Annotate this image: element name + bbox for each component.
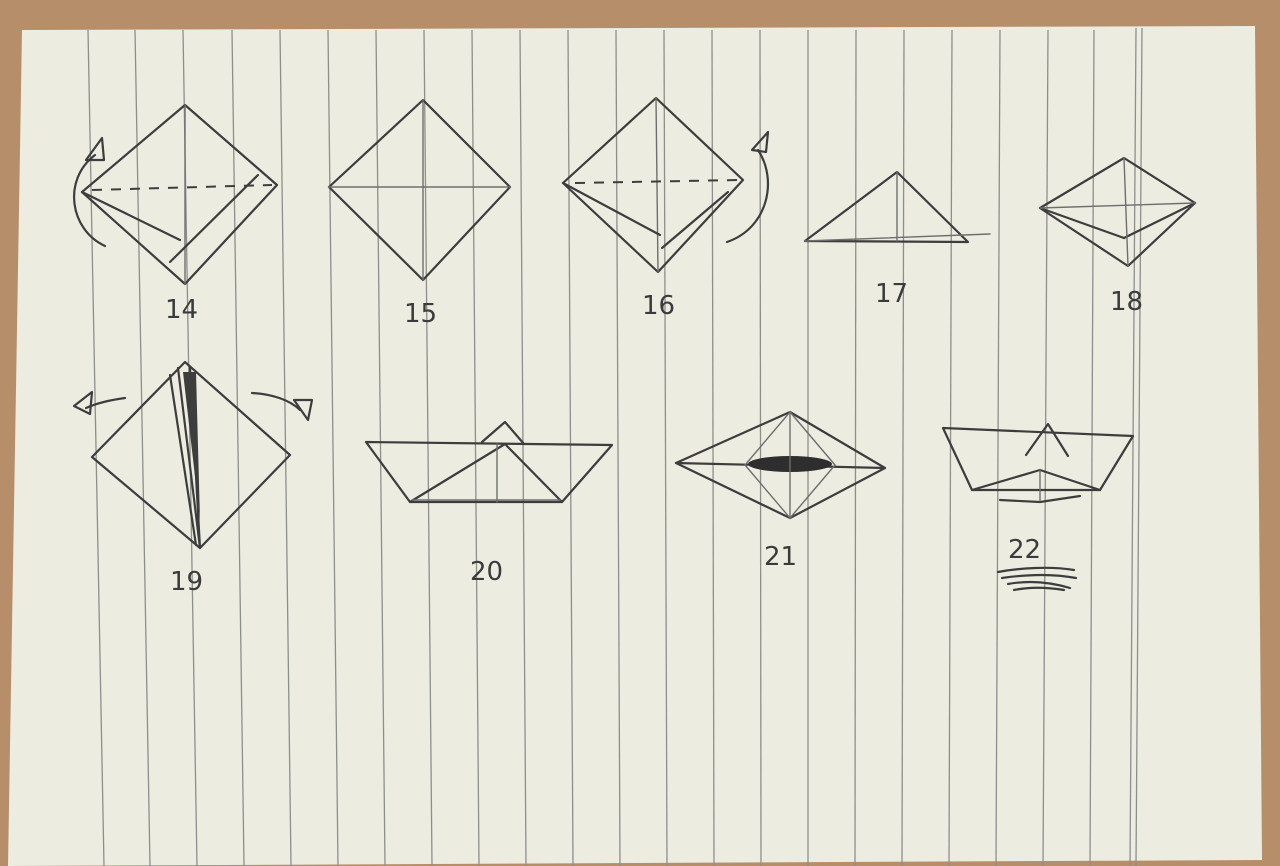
arrow-head-icon — [84, 136, 106, 162]
step-16-diagram — [561, 96, 770, 274]
step-22-label: 22 — [1008, 535, 1041, 565]
left-arrow-icon — [84, 396, 127, 410]
curved-arrow-icon — [72, 153, 107, 248]
step-21-diagram — [674, 410, 887, 520]
step-19-label: 19 — [170, 567, 203, 597]
arrow-head-icon — [750, 130, 770, 154]
step-19-diagram — [72, 360, 314, 550]
shaded-fold — [183, 372, 200, 520]
step-17-label: 17 — [875, 279, 908, 309]
step-14-diagram — [72, 103, 279, 286]
step-21-label: 21 — [764, 542, 797, 572]
step-16-label: 16 — [642, 291, 675, 321]
ruled-lines — [87, 27, 1143, 866]
arrow-head-icon — [72, 390, 94, 416]
step-17-diagram — [803, 170, 991, 244]
step-20-label: 20 — [470, 557, 503, 587]
scribble-mark — [996, 566, 1078, 592]
step-14-label: 14 — [165, 295, 198, 325]
step-15-diagram — [327, 98, 512, 282]
step-18-diagram — [1038, 156, 1197, 268]
step-18-label: 18 — [1110, 287, 1143, 317]
curved-arrow-icon — [725, 148, 770, 244]
step-22-diagram — [941, 422, 1135, 504]
arrow-head-icon — [292, 398, 314, 422]
step-15-label: 15 — [404, 299, 437, 329]
right-arrow-icon — [250, 391, 302, 412]
step-20-diagram — [364, 420, 614, 504]
